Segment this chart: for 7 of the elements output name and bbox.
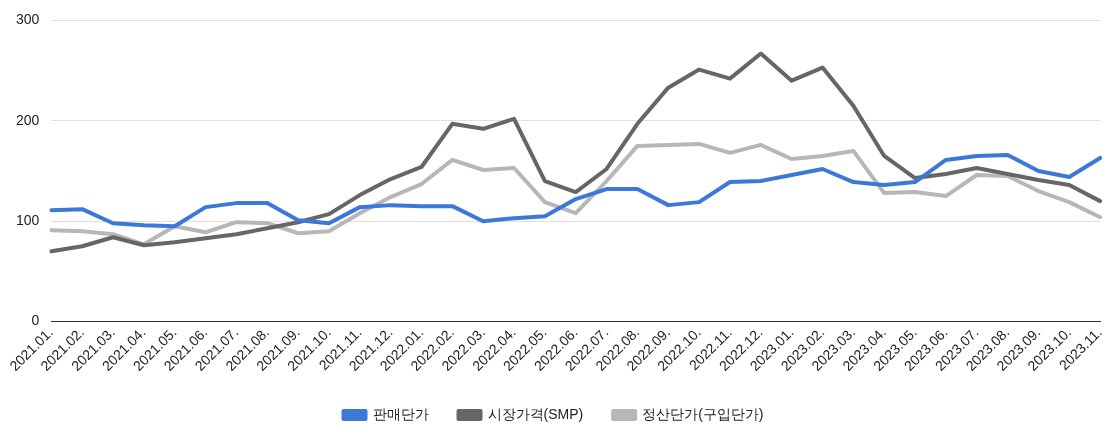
legend-label: 판매단가 (372, 405, 429, 422)
y-tick-label: 300 (16, 11, 40, 28)
y-tick-label: 100 (16, 212, 40, 229)
legend-label: 시장가격(SMP) (487, 405, 584, 422)
y-tick-label: 200 (16, 111, 40, 128)
y-tick-label: 0 (31, 312, 40, 329)
legend-label: 정산단가(구입단가) (642, 405, 764, 422)
